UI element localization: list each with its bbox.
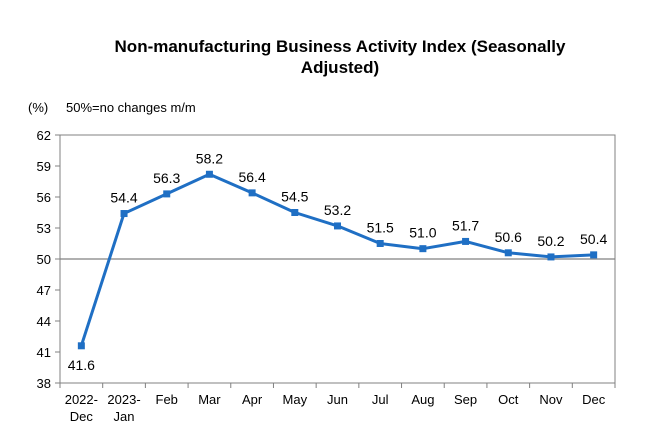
x-tick-label: Jun — [327, 392, 348, 407]
data-label: 51.5 — [367, 220, 394, 236]
data-label: 53.2 — [324, 202, 351, 218]
data-label: 56.3 — [153, 170, 180, 186]
data-point — [205, 170, 213, 178]
data-point — [504, 249, 512, 257]
y-tick-label: 41 — [37, 345, 51, 360]
data-point — [291, 209, 299, 216]
y-tick-label: 56 — [37, 190, 51, 205]
x-tick-label: Jul — [372, 392, 389, 407]
x-tick-label: Dec — [70, 409, 94, 424]
y-tick-label: 38 — [37, 376, 51, 391]
y-tick-label: 44 — [37, 314, 51, 329]
x-tick-label: Mar — [198, 392, 221, 407]
data-point — [547, 253, 555, 261]
chart-title-line1: Non-manufacturing Business Activity Inde… — [115, 37, 566, 56]
data-label: 54.5 — [281, 189, 308, 205]
y-tick-label: 47 — [37, 283, 51, 298]
x-tick-label: Sep — [454, 392, 477, 407]
x-tick-label: Apr — [242, 392, 263, 407]
data-point — [376, 240, 384, 247]
x-tick-label: Feb — [156, 392, 178, 407]
data-label: 50.4 — [580, 231, 607, 247]
data-point — [334, 222, 341, 230]
y-tick-label: 53 — [37, 221, 51, 236]
y-tick-label: 59 — [37, 159, 51, 174]
data-point — [462, 237, 470, 245]
data-label: 51.7 — [452, 217, 479, 233]
x-tick-label: Nov — [539, 392, 563, 407]
data-point — [120, 210, 128, 218]
y-ticks: 38 41 44 47 50 53 56 59 62 — [37, 128, 60, 391]
data-label: 51.0 — [409, 225, 436, 241]
y-tick-label: 50 — [37, 252, 51, 267]
x-tick-label: May — [283, 392, 308, 407]
series-line — [79, 172, 594, 347]
x-tick-label: 2022- — [65, 392, 98, 407]
series-markers — [77, 170, 598, 350]
x-tick-label: Jan — [114, 409, 135, 424]
data-label: 50.2 — [537, 233, 564, 249]
y-tick-label: 62 — [37, 128, 51, 143]
x-tick-label: Dec — [582, 392, 606, 407]
data-label: 56.4 — [238, 169, 265, 185]
x-tick-label: 2023- — [107, 392, 140, 407]
data-label: 41.6 — [68, 357, 95, 373]
y-axis-label: (%) — [28, 100, 48, 115]
data-labels: 41.6 54.4 56.3 58.2 56.4 54.5 53.2 51.5 51.0 51.7… — [68, 150, 608, 373]
data-point — [590, 251, 598, 259]
data-label: 58.2 — [196, 150, 223, 166]
data-point — [248, 189, 256, 197]
x-tick-label: Aug — [411, 392, 434, 407]
data-label: 54.4 — [110, 190, 137, 206]
data-point — [77, 342, 85, 350]
data-point — [419, 245, 427, 253]
chart-note: 50%=no changes m/m — [66, 100, 196, 115]
data-label: 50.6 — [495, 229, 522, 245]
x-tick-label: Oct — [498, 392, 519, 407]
data-point — [163, 190, 171, 198]
chart-title-line2: Adjusted) — [301, 58, 379, 77]
x-ticks: 2022- Dec 2023- Jan Feb Mar Apr May Jun Jul Aug Sep… — [59, 383, 616, 424]
